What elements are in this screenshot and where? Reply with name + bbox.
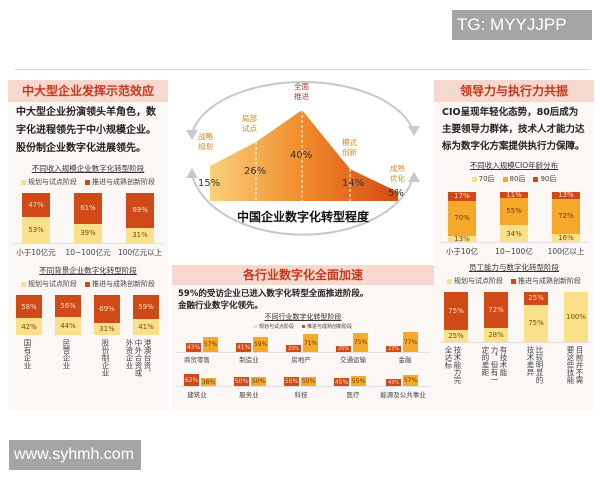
chart-income-stage: 47% 53% 61% 39% 69% 31% 小于10亿元 10~100亿元 …: [8, 187, 168, 257]
legend-stage: 规划与试点阶段 推进与成熟创新阶段: [8, 177, 168, 187]
chart-title-income: 不同收入规模企业数字化转型阶段: [31, 164, 145, 173]
watermark-bottom: www.syhmh.com: [9, 440, 141, 470]
right-panel-title: 领导力与执行力共振: [434, 80, 594, 102]
right-panel: 领导力与执行力共振 CIO呈现年轻化态势，80后成为主要领导力群体，技术人才能力…: [434, 80, 594, 410]
chart-cio-age: 17% 70% 13% 11% 55% 34% 13% 72% 16% 小于10…: [434, 184, 594, 258]
right-panel-body: CIO呈现年轻化态势，80后成为主要领导力群体，技术人才能力达标为数字化方案提供…: [442, 107, 585, 152]
curve-title: 中国企业数字化转型程度: [236, 210, 369, 224]
chart-title-background: 不同背景企业数字化转型阶段: [39, 266, 137, 275]
top-divider: [15, 69, 590, 70]
chart-background-stage: 58% 42% 56% 44% 69% 31% 59% 41% 国有企业 民营企…: [8, 289, 168, 389]
curve-chart: 15% 26% 40% 14% 5% 战略规划 局部试点 全面推进 模式创新 成…: [172, 74, 434, 259]
watermark-top: TG: MYYJJPP: [452, 10, 592, 40]
cycle-arrows-icon: [186, 81, 420, 236]
left-panel-body: 中大型企业扮演领头羊角色，数字化进程领先于中小规模企业。股份制企业数字化进展领先…: [16, 107, 156, 154]
chart-industry: 43% 57% 41% 59% 29% 71% 25% 75% 23% 77% …: [172, 330, 434, 410]
chart-employee-capability: 75% 25% 72% 28% 25% 75% 100% 技术能力完全达标 有技…: [434, 286, 594, 386]
center-panel: 各行业数字化全面加速 59%的受访企业已进入数字化转型全面推进阶段。 金融行业数…: [172, 265, 434, 410]
left-panel: 中大型企业发挥示范效应 中大型企业扮演领头羊角色，数字化进程领先于中小规模企业。…: [8, 80, 168, 410]
left-panel-title: 中大型企业发挥示范效应: [8, 80, 168, 102]
legend-stage-2: 规划与试点阶段 推进与成熟创新阶段: [8, 279, 168, 289]
industry-title: 各行业数字化全面加速: [172, 265, 434, 285]
